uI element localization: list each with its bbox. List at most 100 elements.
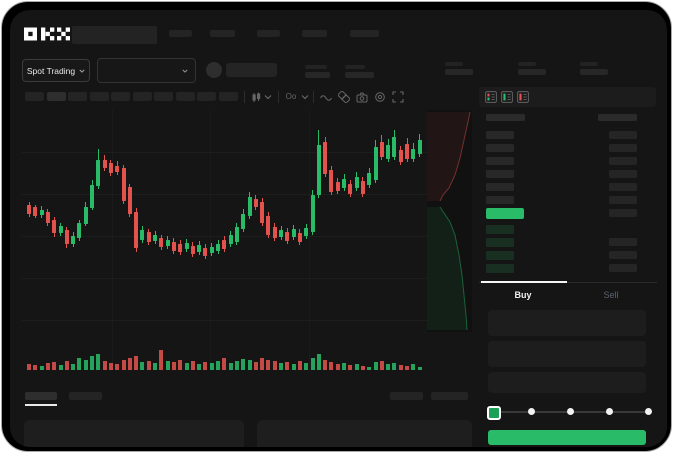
okx-logo[interactable] <box>24 27 70 41</box>
tab-buy[interactable]: Buy <box>514 290 532 300</box>
nav-item-placeholder[interactable] <box>350 30 379 37</box>
volume-bar <box>39 366 44 370</box>
volume-bar <box>203 362 208 370</box>
market-mode-dropdown[interactable]: Spot Trading <box>22 59 90 82</box>
book-both-icon[interactable] <box>485 91 497 103</box>
volume-bar <box>165 361 170 370</box>
timeframe-button-placeholder[interactable] <box>111 92 130 101</box>
camera-icon[interactable] <box>356 91 368 103</box>
bid-price-placeholder[interactable] <box>486 225 514 234</box>
nav-item-placeholder[interactable] <box>257 30 280 37</box>
tab-sell[interactable]: Sell <box>603 290 619 300</box>
bid-price-placeholder[interactable] <box>486 264 514 273</box>
bottom-tab-placeholder[interactable] <box>69 392 102 400</box>
candle-body <box>285 232 290 241</box>
settings-gear-icon[interactable] <box>374 91 386 103</box>
candle-body <box>178 244 183 252</box>
chevron-down-icon[interactable] <box>301 93 309 101</box>
chart-gridline <box>210 110 211 370</box>
nav-item-placeholder[interactable] <box>169 30 192 37</box>
fullscreen-icon[interactable] <box>392 91 404 103</box>
candle-body <box>134 212 139 248</box>
candle-body <box>58 226 63 233</box>
volume-bar <box>71 364 76 370</box>
candle-body <box>247 197 252 216</box>
volume-bar <box>411 364 416 370</box>
timeframe-button-placeholder[interactable] <box>25 92 44 101</box>
volume-bar <box>260 358 265 370</box>
ask-price-placeholder[interactable] <box>486 170 514 178</box>
candle-body <box>115 166 120 172</box>
timeframe-button-placeholder[interactable] <box>154 92 173 101</box>
bottom-right-control-placeholder[interactable] <box>431 392 468 400</box>
candle-body <box>360 181 365 194</box>
book-bids-icon[interactable] <box>501 91 513 103</box>
volume-bar <box>310 358 315 370</box>
amount-input-placeholder[interactable] <box>488 341 646 367</box>
nav-item-placeholder[interactable] <box>302 30 327 37</box>
timeframe-button-placeholder[interactable] <box>46 92 66 101</box>
chart-gridline <box>22 152 427 153</box>
ask-price-placeholder[interactable] <box>486 157 514 165</box>
volume-bar <box>386 364 391 370</box>
slider-stop-dot[interactable] <box>527 408 535 415</box>
candle-body <box>108 163 113 173</box>
ask-price-placeholder[interactable] <box>486 183 514 191</box>
volume-bar <box>121 360 126 370</box>
timeframe-button-placeholder[interactable] <box>218 92 238 101</box>
chevron-down-icon[interactable] <box>264 93 272 101</box>
chart-gridline <box>22 194 427 195</box>
slider-stop-dot[interactable] <box>644 408 652 415</box>
volume-bar <box>247 360 252 370</box>
chart-gridline <box>22 278 427 279</box>
pair-avatar[interactable] <box>206 62 222 78</box>
buy-submit-button[interactable] <box>488 430 646 445</box>
ask-amount-placeholder <box>609 196 637 204</box>
ask-price-placeholder[interactable] <box>486 144 514 152</box>
bottom-right-control-placeholder[interactable] <box>390 392 423 400</box>
volume-bar <box>184 363 189 370</box>
chevron-down-icon <box>182 69 188 73</box>
pair-select[interactable] <box>97 58 196 83</box>
indicator-oo-icon[interactable]: Oo <box>285 92 297 101</box>
slider-stop-dot[interactable] <box>605 408 613 415</box>
candle-body <box>96 160 101 186</box>
total-input-placeholder[interactable] <box>488 372 646 393</box>
candle-body <box>279 230 283 237</box>
timeframe-button-placeholder[interactable] <box>89 92 109 101</box>
ask-price-placeholder[interactable] <box>486 196 514 204</box>
nav-item-placeholder[interactable] <box>210 30 235 37</box>
volume-chart <box>22 342 427 370</box>
slider-stop-dot[interactable] <box>566 408 574 415</box>
orderbook-header-price <box>486 114 525 121</box>
book-asks-icon[interactable] <box>517 91 529 103</box>
last-price-highlight[interactable] <box>486 208 524 219</box>
candle-body <box>159 238 164 247</box>
stat-value-placeholder <box>305 72 330 78</box>
volume-bar <box>108 363 113 370</box>
volume-bar <box>190 361 195 370</box>
volume-bar <box>27 364 31 370</box>
candle-body <box>297 233 302 242</box>
bottom-tab-active-placeholder[interactable] <box>25 392 57 400</box>
amount-slider-handle[interactable] <box>487 406 501 420</box>
candle-body <box>165 240 170 246</box>
timeframe-button-placeholder[interactable] <box>197 92 216 101</box>
candle-style-icon[interactable] <box>250 91 262 103</box>
candle-body <box>405 144 409 159</box>
bid-price-placeholder[interactable] <box>486 251 514 260</box>
timeframe-button-placeholder[interactable] <box>68 92 87 101</box>
price-input-placeholder[interactable] <box>488 310 646 336</box>
candle-body <box>45 212 50 223</box>
candle-body <box>190 246 195 254</box>
app-screen: Spot Trading Oo <box>10 10 667 447</box>
candle-body <box>171 242 176 251</box>
active-tab-indicator <box>481 281 567 283</box>
volume-bar <box>58 365 63 370</box>
wave-indicator-icon[interactable] <box>320 91 332 103</box>
bid-price-placeholder[interactable] <box>486 238 514 247</box>
ask-price-placeholder[interactable] <box>486 131 514 139</box>
timeframe-button-placeholder[interactable] <box>132 92 152 101</box>
compare-icon[interactable] <box>338 91 350 103</box>
timeframe-button-placeholder[interactable] <box>175 92 195 101</box>
